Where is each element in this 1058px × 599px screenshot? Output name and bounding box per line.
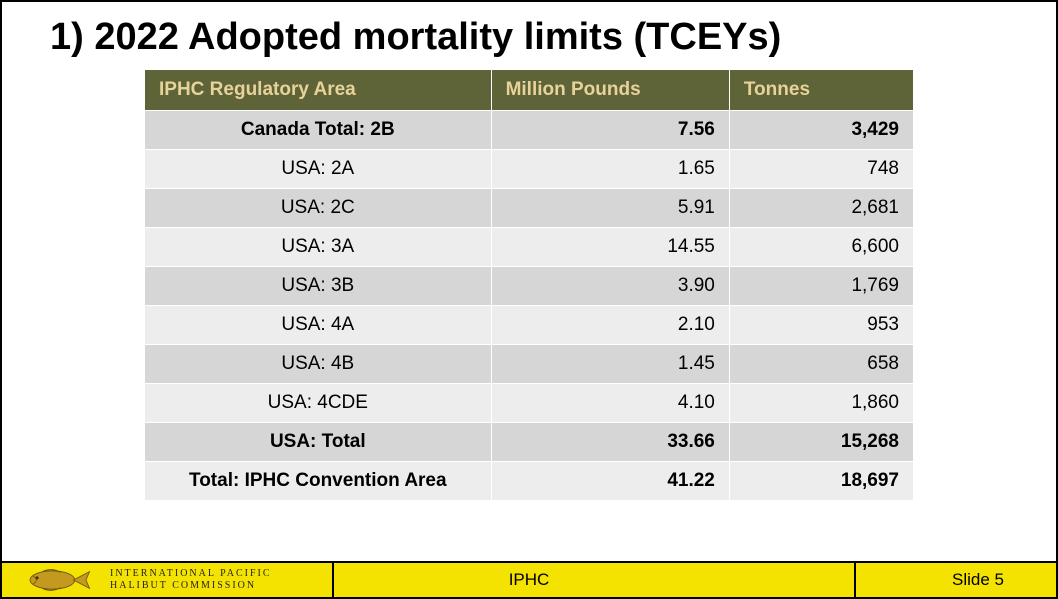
cell-pounds: 41.22	[491, 462, 729, 501]
footer-divider	[854, 563, 856, 597]
org-line2: Halibut Commission	[110, 580, 272, 592]
slide: 1) 2022 Adopted mortality limits (TCEYs)…	[0, 0, 1058, 599]
cell-area: USA: 4B	[145, 345, 492, 384]
cell-tonnes: 953	[729, 306, 913, 345]
cell-pounds: 2.10	[491, 306, 729, 345]
cell-pounds: 7.56	[491, 111, 729, 150]
col-header-pounds: Million Pounds	[491, 70, 729, 111]
table-row: Canada Total: 2B7.563,429	[145, 111, 914, 150]
cell-pounds: 4.10	[491, 384, 729, 423]
table-row: USA: 4A2.10953	[145, 306, 914, 345]
table-header-row: IPHC Regulatory Area Million Pounds Tonn…	[145, 70, 914, 111]
cell-area: USA: 3A	[145, 228, 492, 267]
cell-area: Canada Total: 2B	[145, 111, 492, 150]
cell-tonnes: 6,600	[729, 228, 913, 267]
footer-divider	[332, 563, 334, 597]
table-row: USA: Total33.6615,268	[145, 423, 914, 462]
table-row: USA: 2C5.912,681	[145, 189, 914, 228]
cell-tonnes: 18,697	[729, 462, 913, 501]
cell-pounds: 5.91	[491, 189, 729, 228]
cell-area: Total: IPHC Convention Area	[145, 462, 492, 501]
cell-tonnes: 1,769	[729, 267, 913, 306]
cell-pounds: 33.66	[491, 423, 729, 462]
cell-tonnes: 3,429	[729, 111, 913, 150]
cell-tonnes: 2,681	[729, 189, 913, 228]
fish-icon	[22, 566, 94, 594]
col-header-tonnes: Tonnes	[729, 70, 913, 111]
table-row: Total: IPHC Convention Area41.2218,697	[145, 462, 914, 501]
cell-pounds: 14.55	[491, 228, 729, 267]
org-line1: International Pacific	[110, 568, 272, 580]
table-row: USA: 3A14.556,600	[145, 228, 914, 267]
slide-title: 1) 2022 Adopted mortality limits (TCEYs)	[2, 2, 1056, 65]
cell-area: USA: 4A	[145, 306, 492, 345]
cell-area: USA: 3B	[145, 267, 492, 306]
table-row: USA: 3B3.901,769	[145, 267, 914, 306]
cell-pounds: 3.90	[491, 267, 729, 306]
cell-tonnes: 15,268	[729, 423, 913, 462]
table-container: IPHC Regulatory Area Million Pounds Tonn…	[2, 65, 1056, 561]
cell-tonnes: 1,860	[729, 384, 913, 423]
cell-pounds: 1.65	[491, 150, 729, 189]
cell-area: USA: 2A	[145, 150, 492, 189]
org-name: International Pacific Halibut Commission	[110, 568, 272, 592]
cell-area: USA: Total	[145, 423, 492, 462]
col-header-area: IPHC Regulatory Area	[145, 70, 492, 111]
cell-tonnes: 748	[729, 150, 913, 189]
table-row: USA: 2A1.65748	[145, 150, 914, 189]
cell-tonnes: 658	[729, 345, 913, 384]
cell-area: USA: 4CDE	[145, 384, 492, 423]
footer-bar: International Pacific Halibut Commission…	[2, 561, 1056, 597]
table-row: USA: 4CDE4.101,860	[145, 384, 914, 423]
cell-pounds: 1.45	[491, 345, 729, 384]
slide-number: Slide 5	[952, 570, 1004, 590]
mortality-limits-table: IPHC Regulatory Area Million Pounds Tonn…	[144, 69, 914, 501]
table-row: USA: 4B1.45658	[145, 345, 914, 384]
cell-area: USA: 2C	[145, 189, 492, 228]
